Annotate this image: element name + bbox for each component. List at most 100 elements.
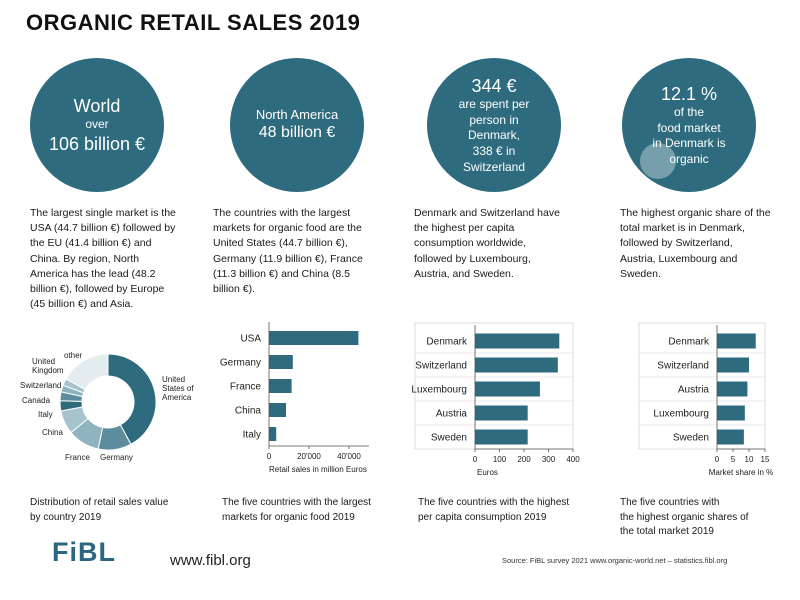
category-label: Austria: [678, 385, 710, 396]
x-axis-label: Retail sales in million Euros: [269, 465, 367, 474]
desc-line: (45 billion €) and Asia.: [30, 298, 134, 311]
bar: [475, 381, 540, 397]
category-label: USA: [240, 334, 261, 345]
bar: [269, 355, 293, 369]
bar: [717, 381, 748, 397]
caption-line: by country 2019: [30, 511, 102, 523]
donut-caption: Distribution of retail sales value by co…: [30, 496, 168, 525]
circle-line: in Denmark is: [652, 136, 726, 151]
fibl-logo: FiBL: [52, 537, 116, 567]
circle-line: food market: [657, 120, 721, 135]
decorative-bubble: [640, 143, 676, 179]
category-label: Denmark: [668, 337, 710, 348]
desc-line: Austria, Luxembourg and: [620, 252, 738, 265]
donut-label: other: [64, 351, 83, 360]
donut-label: Canada: [22, 396, 51, 405]
circle-line: 338 € in: [472, 144, 516, 159]
world-description: The largest single market is the USA (44…: [30, 206, 176, 313]
donut-slice: [107, 353, 157, 445]
category-label: Italy: [243, 430, 261, 441]
circle-line: Denmark,: [467, 128, 520, 143]
x-tick-label: 0: [267, 452, 272, 461]
desc-line: (11.3 billion €) and China (8.5: [213, 267, 350, 280]
countries-description: The countries with the largest markets f…: [213, 206, 363, 297]
bar2-caption: The five countries with the highest per …: [418, 496, 569, 525]
per-capita-description: Denmark and Switzerland have the highest…: [414, 206, 560, 282]
denmark-share-circle: 12.1 % of the food market in Denmark is …: [622, 58, 756, 192]
category-label: Switzerland: [415, 361, 467, 372]
category-label: Sweden: [673, 433, 709, 444]
north-america-circle: North America 48 billion €: [230, 58, 364, 192]
x-tick-label: 20'000: [297, 452, 321, 461]
x-tick-label: 15: [761, 455, 770, 464]
desc-line: Germany (11.9 billion €), France: [213, 252, 363, 265]
bar1-caption: The five countries with the largest mark…: [222, 496, 371, 525]
desc-line: markets for organic food are the: [213, 222, 362, 235]
circle-line: over: [85, 117, 109, 132]
desc-line: Denmark and Switzerland have: [414, 207, 560, 219]
x-tick-label: 100: [493, 455, 507, 464]
x-axis-label: Market share in %: [709, 468, 773, 477]
bar: [475, 333, 560, 349]
x-tick-label: 5: [731, 455, 736, 464]
desc-line: The largest single market is the: [30, 207, 176, 219]
caption-line: the total market 2019: [620, 526, 714, 537]
desc-line: The countries with the largest: [213, 207, 351, 219]
desc-line: the highest per capita: [414, 222, 515, 235]
bar: [475, 429, 528, 445]
circle-line: 48 billion €: [258, 124, 336, 142]
donut-label: Italy: [38, 410, 53, 419]
bar: [475, 357, 558, 373]
bar: [269, 379, 292, 393]
desc-line: China. By region, North: [30, 252, 140, 265]
desc-line: the EU (41.4 billion €) and: [30, 237, 152, 250]
circle-line: World: [73, 95, 121, 116]
x-tick-label: 40'000: [337, 452, 361, 461]
bar: [475, 405, 528, 421]
desc-line: followed by Switzerland,: [620, 237, 733, 250]
desc-line: billion €).: [213, 283, 256, 296]
donut-label: United Kingdom: [32, 357, 64, 375]
category-label: Austria: [436, 409, 468, 420]
category-label: Sweden: [431, 433, 467, 444]
x-tick-label: 200: [517, 455, 531, 464]
x-tick-label: 0: [715, 455, 720, 464]
bar: [717, 333, 756, 349]
bar: [269, 331, 359, 345]
bar-chart-per-capita: Denmark Switzerland Luxembourg Austria Swede…: [411, 322, 580, 477]
share-description: The highest organic share of the total m…: [620, 206, 771, 282]
bar: [269, 427, 277, 441]
bar3-caption: The five countries with the highest orga…: [620, 496, 748, 540]
page-title: ORGANIC RETAIL SALES 2019: [26, 10, 361, 35]
category-label: Germany: [220, 358, 261, 369]
x-tick-label: 400: [566, 455, 580, 464]
category-label: Denmark: [426, 337, 468, 348]
desc-line: The highest organic share of the: [620, 207, 771, 219]
x-tick-label: 300: [542, 455, 556, 464]
bar: [269, 403, 286, 417]
bar-chart-market-share: Denmark Switzerland Austria Luxembourg Swede…: [638, 322, 773, 477]
chart-frame: [638, 322, 766, 450]
x-axis-label: Euros: [477, 468, 498, 477]
donut-label: Germany: [100, 453, 133, 462]
x-tick-label: 0: [473, 455, 478, 464]
circle-line: Switzerland: [462, 159, 526, 174]
desc-line: consumption worldwide,: [414, 237, 527, 250]
donut-slice: [65, 353, 109, 391]
circle-line: organic: [669, 151, 709, 166]
bar: [717, 357, 749, 373]
fibl-website-link[interactable]: www.fibl.org: [170, 552, 251, 569]
circle-line: are spent per: [458, 97, 530, 112]
category-label: Switzerland: [657, 361, 709, 372]
caption-line: per capita consumption 2019: [418, 511, 547, 523]
donut-label: United States of America: [162, 375, 194, 402]
desc-line: followed by Luxembourg,: [414, 252, 531, 265]
circle-line: North America: [255, 106, 339, 122]
caption-line: markets for organic food 2019: [222, 511, 355, 523]
desc-line: billion €), followed by Europe: [30, 283, 165, 296]
caption-line: The five countries with the largest: [222, 497, 371, 508]
desc-line: United States (44.7 billion €),: [213, 237, 348, 250]
circle-line: 12.1 %: [660, 83, 718, 104]
donut-label: France: [65, 453, 90, 462]
category-label: Luxembourg: [411, 385, 467, 396]
